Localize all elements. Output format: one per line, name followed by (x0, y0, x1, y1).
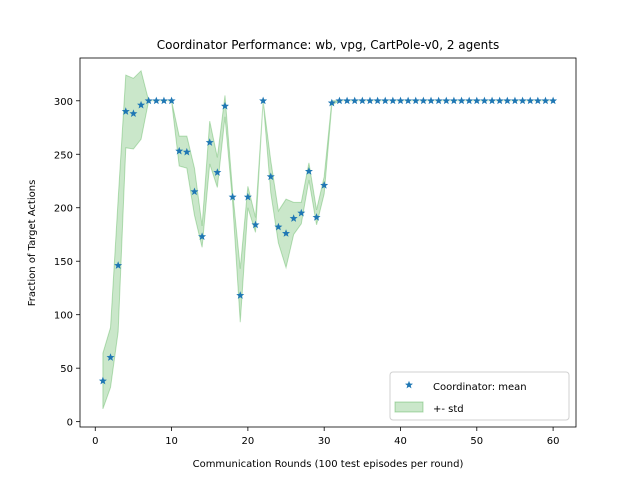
mean-point (289, 214, 298, 222)
mean-point (396, 96, 405, 105)
mean-point (503, 96, 512, 105)
y-tick-label: 150 (54, 257, 73, 268)
mean-point (427, 96, 436, 105)
mean-point (228, 192, 237, 201)
mean-point (442, 96, 451, 105)
mean-point (327, 98, 336, 107)
mean-point (312, 213, 321, 221)
mean-point (495, 96, 504, 105)
mean-point (159, 96, 168, 105)
x-tick-label: 10 (165, 436, 178, 447)
legend-std-swatch (394, 401, 424, 413)
mean-point (335, 96, 344, 105)
x-tick-label: 50 (470, 436, 483, 447)
mean-point (182, 147, 191, 156)
mean-point (137, 100, 146, 109)
mean-point (480, 96, 489, 105)
mean-point (549, 96, 558, 105)
x-tick-label: 30 (318, 436, 331, 447)
mean-point (465, 96, 474, 105)
mean-point (343, 96, 352, 105)
mean-point (526, 96, 535, 105)
mean-point (373, 96, 382, 105)
legend: Coordinator: mean +- std (389, 371, 570, 421)
mean-point (251, 220, 260, 229)
mean-point (243, 192, 252, 201)
mean-point (259, 96, 268, 105)
plot-frame (79, 57, 577, 428)
mean-point (144, 96, 153, 105)
legend-std-label: +- std (433, 404, 464, 415)
mean-point (381, 96, 390, 105)
mean-point (129, 109, 138, 118)
mean-point (404, 96, 413, 105)
std-band (102, 69, 554, 409)
y-tick-label: 50 (60, 364, 73, 375)
mean-point (488, 96, 497, 105)
mean-point (167, 96, 176, 105)
mean-point (175, 146, 184, 155)
x-tick-label: 60 (547, 436, 560, 447)
mean-point (205, 138, 214, 146)
mean-point (198, 232, 207, 241)
mean-point (190, 187, 199, 196)
y-tick-label: 250 (54, 150, 73, 161)
mean-point (152, 96, 161, 105)
x-tick-label: 20 (242, 436, 255, 447)
std-band-layer (102, 69, 554, 409)
mean-point (533, 96, 542, 105)
mean-point (236, 291, 245, 299)
plot-background (80, 58, 576, 427)
mean-point (304, 167, 313, 175)
x-tick-label: 40 (394, 436, 407, 447)
x-axis: 0 10 20 30 40 50 60 (92, 427, 559, 447)
mean-point (106, 353, 115, 361)
legend-mean-marker (405, 380, 413, 389)
mean-point (457, 96, 466, 105)
mean-point (266, 172, 275, 181)
mean-point (449, 96, 458, 105)
mean-point (282, 229, 291, 237)
mean-point (297, 208, 306, 217)
x-axis-label: Communication Rounds (100 test episodes … (193, 459, 464, 470)
mean-point (320, 181, 329, 189)
mean-point (434, 96, 443, 105)
mean-point (98, 376, 107, 385)
mean-point (472, 96, 481, 105)
y-axis-label: Fraction of Target Actions (27, 180, 38, 307)
mean-point (541, 96, 550, 105)
mean-point (365, 96, 374, 105)
y-tick-label: 300 (54, 97, 73, 108)
mean-point (510, 96, 519, 105)
mean-point (274, 222, 283, 231)
mean-point (213, 168, 222, 176)
legend-frame (389, 371, 570, 421)
y-tick-label: 100 (54, 311, 73, 322)
mean-point (518, 96, 527, 105)
mean-point (388, 96, 397, 105)
chart-title: Coordinator Performance: wb, vpg, CartPo… (157, 38, 499, 52)
mean-points-layer (98, 96, 558, 385)
y-tick-label: 200 (54, 204, 73, 215)
mean-point (114, 261, 123, 269)
legend-mean-label: Coordinator: mean (433, 382, 527, 393)
x-tick-label: 0 (92, 436, 98, 447)
mean-point (220, 101, 229, 110)
y-axis: 0 50 100 150 200 250 300 (54, 97, 80, 429)
mean-point (121, 107, 130, 115)
mean-point (358, 96, 367, 105)
mean-point (411, 96, 420, 105)
mean-point (350, 96, 359, 105)
y-tick-label: 0 (67, 418, 73, 429)
mean-point (419, 96, 428, 105)
